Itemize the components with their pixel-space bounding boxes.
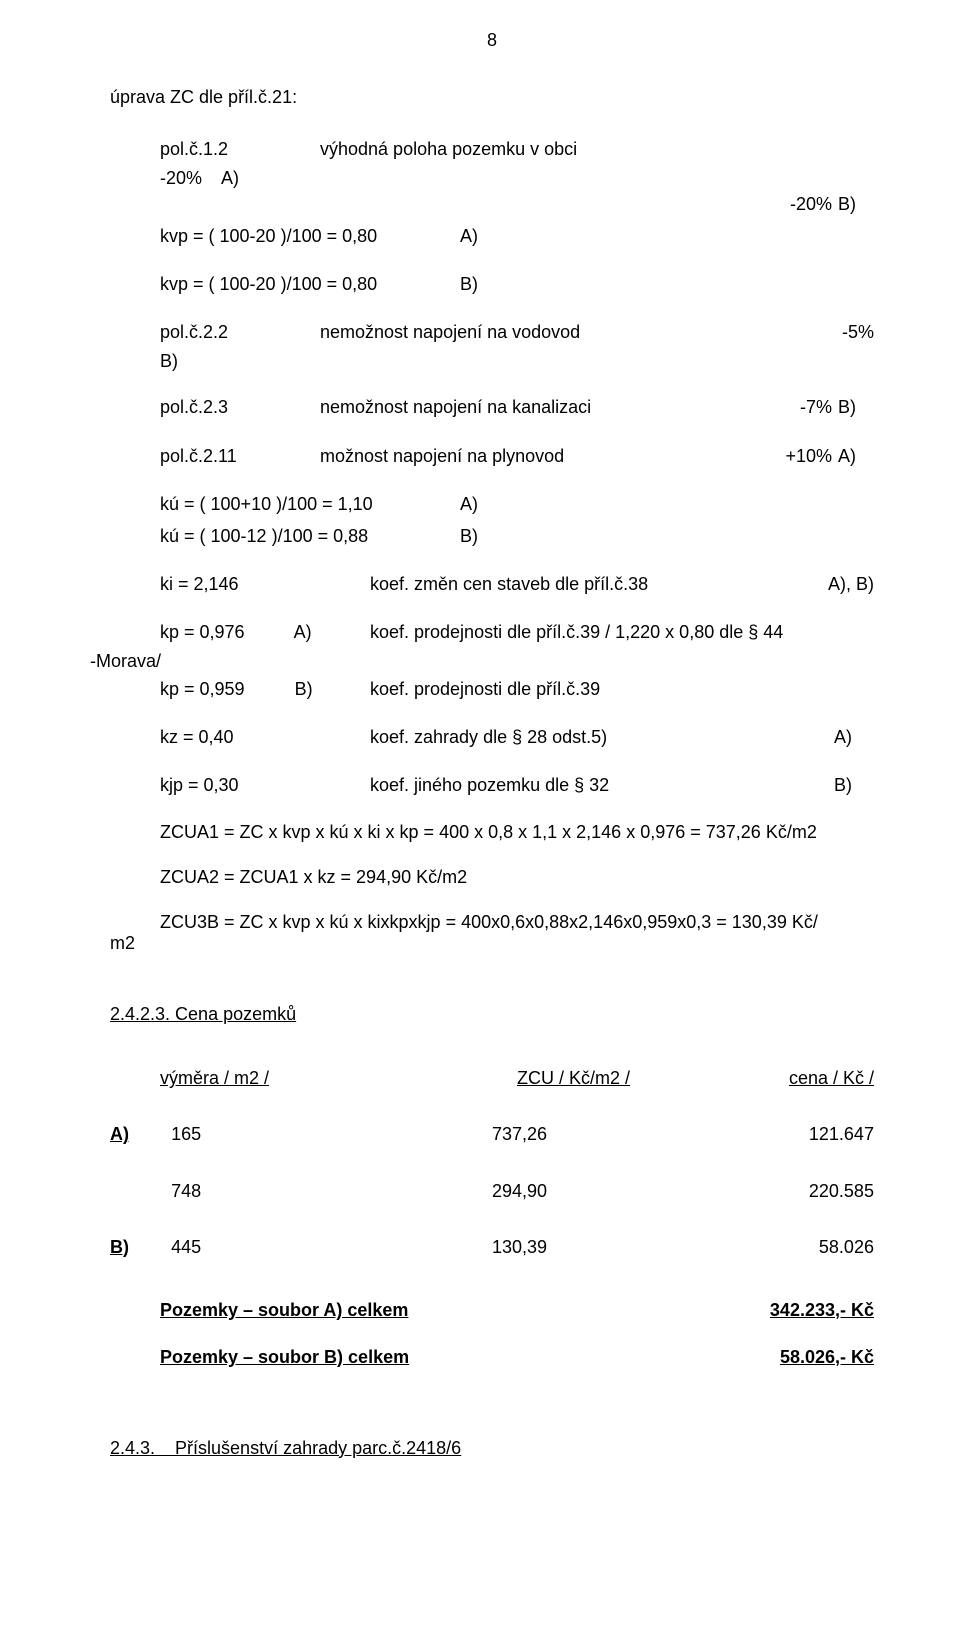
price-row-a2: 748 294,90 220.585 [110, 1178, 874, 1204]
p12-side: B) [832, 191, 874, 217]
p22-sub: B) [110, 351, 874, 372]
p211-side: A) [832, 443, 874, 469]
ku-b-row: kú = ( 100-12 )/100 = 0,88 B) [110, 523, 874, 549]
price-table-header: výměra / m2 / ZCU / Kč/m2 / cena / Kč / [110, 1065, 874, 1091]
morava: -Morava/ [90, 651, 874, 672]
a2-zcu: 294,90 [492, 1178, 721, 1204]
a1-vymera: 165 [171, 1121, 492, 1147]
kjp-side: B) [834, 772, 874, 798]
sum-b-row: Pozemky – soubor B) celkem 58.026,- Kč [110, 1347, 874, 1368]
p22-row: pol.č.2.2 nemožnost napojení na vodovod … [110, 319, 874, 345]
kvp-b-expr: kvp = ( 100-20 )/100 = 0,80 [160, 271, 460, 297]
th-vymera: výměra / m2 / [160, 1065, 517, 1091]
p23-row: pol.č.2.3 nemožnost napojení na kanaliza… [110, 394, 874, 420]
kp2-pre: kp = 0,959 B) [160, 676, 370, 702]
tag-a: A) [110, 1121, 171, 1147]
ku-b-expr: kú = ( 100-12 )/100 = 0,88 [160, 523, 460, 549]
a1-cena: 121.647 [721, 1121, 874, 1147]
kz-label: kz = 0,40 [160, 724, 370, 750]
p23-pct: -7% [760, 394, 832, 420]
p211-label: pol.č.2.11 [160, 443, 320, 469]
kp1-pre: kp = 0,976 A) [160, 619, 370, 645]
p12-label: pol.č.1.2 [160, 136, 320, 162]
a2-vymera: 748 [171, 1178, 492, 1204]
p211-desc: možnost napojení na plynovod [320, 443, 760, 469]
p23-side: B) [832, 394, 874, 420]
zcu3b-line: ZCU3B = ZC x kvp x kú x kixkpxkjp = 400x… [160, 912, 874, 933]
p12-desc: výhodná poloha pozemku v obci [320, 136, 874, 162]
zcua2-line: ZCUA2 = ZCUA1 x kz = 294,90 Kč/m2 [110, 867, 874, 888]
kvp-b-side: B) [460, 271, 478, 297]
kp2-row: kp = 0,959 B) koef. prodejnosti dle příl… [110, 676, 874, 702]
ku-b-side: B) [460, 523, 478, 549]
section-243-title: 2.4.3. Příslušenství zahrady parc.č.2418… [110, 1438, 874, 1459]
a2-cena: 220.585 [721, 1178, 874, 1204]
p12-row: pol.č.1.2 výhodná poloha pozemku v obci [110, 136, 874, 162]
kz-row: kz = 0,40 koef. zahrady dle § 28 odst.5)… [110, 724, 874, 750]
page-number: 8 [110, 30, 874, 51]
kjp-label: kjp = 0,30 [160, 772, 370, 798]
document-page: 8 úprava ZC dle příl.č.21: pol.č.1.2 výh… [0, 0, 960, 1632]
p22-desc: nemožnost napojení na vodovod [320, 319, 802, 345]
kz-desc: koef. zahrady dle § 28 odst.5) [370, 724, 834, 750]
tag-a2-empty [110, 1178, 171, 1204]
intro-line: úprava ZC dle příl.č.21: [110, 87, 874, 108]
sum-a-row: Pozemky – soubor A) celkem 342.233,- Kč [110, 1300, 874, 1321]
price-row-b: B) 445 130,39 58.026 [110, 1234, 874, 1260]
ku-a-row: kú = ( 100+10 )/100 = 1,10 A) [110, 491, 874, 517]
sum-b-label: Pozemky – soubor B) celkem [160, 1347, 780, 1368]
zcu3b-wrap: ZCU3B = ZC x kvp x kú x kixkpxkjp = 400x… [110, 912, 874, 933]
kjp-desc: koef. jiného pozemku dle § 32 [370, 772, 834, 798]
kz-side: A) [834, 724, 874, 750]
kp1-row: kp = 0,976 A) koef. prodejnosti dle příl… [110, 619, 874, 645]
sum-a-value: 342.233,- Kč [770, 1300, 874, 1321]
tag-b: B) [110, 1234, 171, 1260]
kjp-row: kjp = 0,30 koef. jiného pozemku dle § 32… [110, 772, 874, 798]
sum-a-label: Pozemky – soubor A) celkem [160, 1300, 770, 1321]
ku-a-side: A) [460, 491, 478, 517]
p12-rightpct: -20% B) [110, 191, 874, 217]
kvp-a-row: kvp = ( 100-20 )/100 = 0,80 A) [110, 223, 874, 249]
kvp-a-side: A) [460, 223, 478, 249]
a1-zcu: 737,26 [492, 1121, 721, 1147]
m2-label: m2 [110, 933, 874, 954]
kp1-desc: koef. prodejnosti dle příl.č.39 / 1,220 … [370, 619, 874, 645]
ki-desc: koef. změn cen staveb dle příl.č.38 [370, 571, 798, 597]
p23-desc: nemožnost napojení na kanalizaci [320, 394, 760, 420]
th-zcu: ZCU / Kč/m2 / [517, 1065, 731, 1091]
p211-pct: +10% [760, 443, 832, 469]
p22-label: pol.č.2.2 [160, 319, 320, 345]
kvp-a-expr: kvp = ( 100-20 )/100 = 0,80 [160, 223, 460, 249]
kp2-desc: koef. prodejnosti dle příl.č.39 [370, 676, 874, 702]
sum-b-value: 58.026,- Kč [780, 1347, 874, 1368]
p12-sub: -20% A) [110, 168, 874, 189]
kvp-b-row: kvp = ( 100-20 )/100 = 0,80 B) [110, 271, 874, 297]
ki-side: A), B) [798, 571, 874, 597]
ki-row: ki = 2,146 koef. změn cen staveb dle pří… [110, 571, 874, 597]
p211-row: pol.č.2.11 možnost napojení na plynovod … [110, 443, 874, 469]
p12-pct: -20% [760, 191, 832, 217]
ku-a-expr: kú = ( 100+10 )/100 = 1,10 [160, 491, 460, 517]
b-zcu: 130,39 [492, 1234, 721, 1260]
zcua1-line: ZCUA1 = ZC x kvp x kú x ki x kp = 400 x … [110, 822, 874, 843]
b-cena: 58.026 [721, 1234, 874, 1260]
section-2423-title: 2.4.2.3. Cena pozemků [110, 1004, 874, 1025]
p22-pct: -5% [802, 319, 874, 345]
th-cena: cena / Kč / [731, 1065, 874, 1091]
p23-label: pol.č.2.3 [160, 394, 320, 420]
ki-label: ki = 2,146 [160, 571, 370, 597]
b-vymera: 445 [171, 1234, 492, 1260]
price-row-a1: A) 165 737,26 121.647 [110, 1121, 874, 1147]
